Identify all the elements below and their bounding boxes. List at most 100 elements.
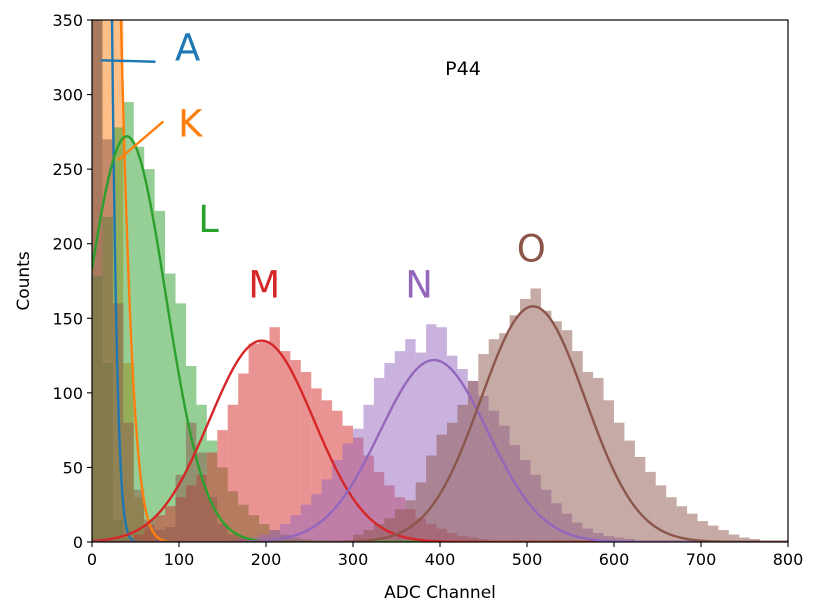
y-tick-label: 50 [63,458,83,477]
bar-o [676,506,688,542]
bar-o [540,310,552,542]
series-labels: AK LM N O [175,26,546,306]
fit-curve-o [92,305,788,542]
bar-o [154,530,166,542]
bar-o [206,497,218,542]
bar-o [478,354,489,542]
bar-m [165,506,176,542]
bar-o [645,471,656,542]
bar-o [185,422,197,542]
bar-o [697,521,708,542]
leader-line-a [100,59,156,63]
bar-o [196,452,207,542]
bar-o [457,404,468,542]
bar-n [353,428,364,542]
bar-o [582,371,594,542]
bar-n [300,504,312,542]
bar-o [655,485,667,542]
bar-m [321,400,333,542]
panel-label: P44 [445,58,481,80]
bar-o [666,497,677,542]
bar-o [551,321,562,542]
bar-n [373,377,385,542]
bar-o [165,527,176,542]
bar-l [165,273,176,542]
bar-o [603,400,614,542]
bar-n [279,524,291,542]
bar-o [217,524,228,542]
bar-l [154,210,166,542]
bar-n [259,534,270,542]
series-label-a: A [175,26,200,69]
bar-n [405,339,416,542]
bar-o [749,539,761,542]
bar-m [238,373,249,542]
bar-o [499,333,510,542]
x-tick-label: 700 [686,550,717,569]
bar-o [175,474,186,542]
x-tick-label: 500 [512,550,543,569]
series-label-l: L [198,198,219,241]
series-label-m: M [248,263,280,306]
bar-o [436,434,447,542]
bar-l [123,102,134,542]
bar-m [269,327,280,542]
x-tick-label: 0 [87,550,97,569]
bar-o [467,380,479,542]
bar-o [123,422,134,542]
bar-o [488,339,500,542]
x-tick-label: 800 [773,550,804,569]
bar-o [728,534,740,542]
bar-o [718,530,729,542]
bar-n [384,363,395,542]
x-tick-label: 400 [425,550,456,569]
bar-o [363,530,374,542]
bar-m [154,515,166,542]
bar-o [687,513,698,542]
y-tick-label: 250 [52,160,83,179]
bar-n [426,324,437,542]
bar-n [269,530,280,542]
bar-o [634,456,646,542]
bar-o [415,482,427,542]
bar-o [707,525,719,542]
label-leader-lines [100,59,165,162]
x-tick-label: 100 [164,550,195,569]
bar-o [561,330,573,542]
y-tick-label: 200 [52,235,83,254]
bar-m [217,430,228,542]
bar-m [279,351,291,542]
bar-n [311,494,322,542]
bar-o [624,440,635,542]
series-label-n: N [405,263,433,306]
bar-m [227,404,239,542]
x-tick-label: 600 [599,550,630,569]
bar-n [363,404,374,542]
y-tick-label: 150 [52,309,83,328]
bar-o [446,422,458,542]
leader-line-k [117,120,165,162]
bar-l [175,303,186,542]
y-tick-label: 0 [73,533,83,552]
bar-o [405,500,416,542]
bar-o [739,537,750,542]
bar-l [133,146,145,542]
bar-o [373,524,385,542]
bar-o [520,298,531,542]
y-axis-title: Counts [14,251,34,310]
fit-curve-l [92,135,788,542]
y-tick-label: 300 [52,86,83,105]
bar-o [238,537,249,542]
x-axis-title: ADC Channel [384,583,496,603]
histogram-bars [92,20,771,542]
bar-n [436,327,447,542]
bar-o [530,288,541,542]
y-tick-label: 350 [52,11,83,30]
bar-o [509,315,521,542]
bar-o [572,351,583,542]
bar-n [415,352,427,542]
axis-ticks: 0 100 200 300 400 500 600 700 800 0 50 100 150 200 250… [52,11,803,569]
bar-n [290,515,301,542]
bar-m [290,360,301,542]
